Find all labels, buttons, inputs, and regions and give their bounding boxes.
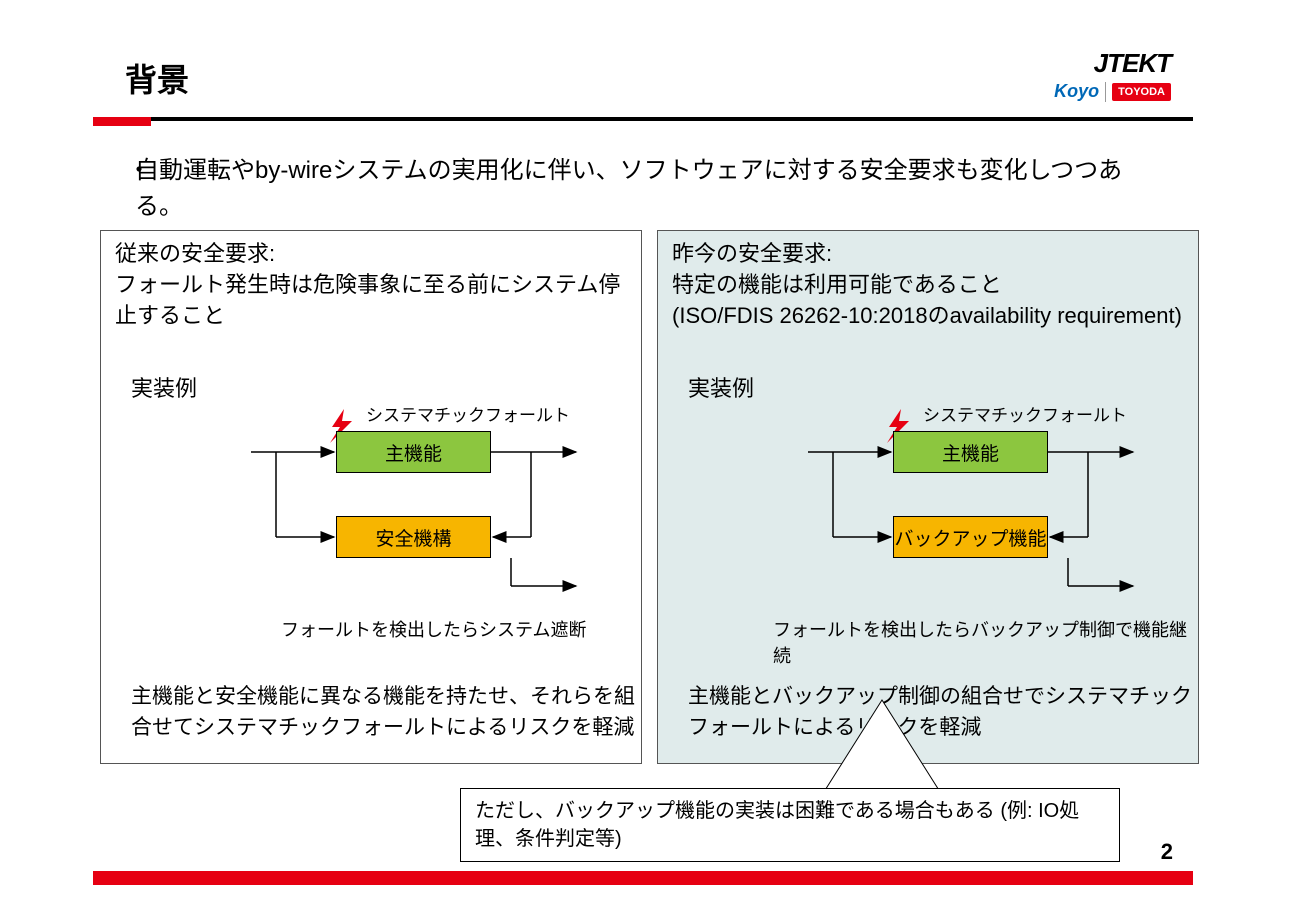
panel-left-heading-line1: 従来の安全要求: [115,241,275,266]
panel-right-impl-label: 実装例 [688,371,754,403]
slide-title: 背景 [125,62,189,98]
panel-right-heading: 昨今の安全要求: 特定の機能は利用可能であること (ISO/FDIS 26262… [658,231,1198,331]
jtekt-logo-text: JTEKT [1054,48,1171,79]
logo-divider [1105,82,1106,102]
intro-bullet-text: 自動運転やby-wireシステムの実用化に伴い、ソフトウェアに対する安全要求も変… [135,157,1122,220]
arrows-left [196,401,616,611]
panel-left-heading-line2: フォールト発生時は危険事象に至る前にシステム停止すること [115,272,620,328]
callout-connector-icon [822,700,942,795]
panel-conventional: 従来の安全要求: フォールト発生時は危険事象に至る前にシステム停止すること 実装… [100,230,642,764]
callout-note: ただし、バックアップ機能の実装は困難である場合もある (例: IO処理、条件判定… [460,788,1120,862]
title-rule-accent [93,117,151,126]
toyoda-logo-text: TOYODA [1112,83,1171,101]
diagram-left: システマチックフォールト 主機能 安全機構 [196,401,616,611]
title-rule [93,117,1193,121]
panel-right-heading-line3: (ISO/FDIS 26262-10:2018のavailability req… [672,303,1182,328]
panel-right-heading-line2: 特定の機能は利用可能であること [672,272,1002,297]
panel-right-heading-line1: 昨今の安全要求: [672,241,832,266]
panel-recent: 昨今の安全要求: 特定の機能は利用可能であること (ISO/FDIS 26262… [657,230,1199,764]
panel-left-impl-label: 実装例 [131,371,197,403]
slide: 背景 JTEKT Koyo TOYODA ・ 自動運転やby-wireシステムの… [0,0,1291,905]
summary-left: 主機能と安全機能に異なる機能を持たせ、それらを組合せてシステマチックフォールトに… [131,682,641,743]
intro-bullet: ・ 自動運転やby-wireシステムの実用化に伴い、ソフトウェアに対する安全要求… [135,153,1155,225]
footer-text: JTEKT CORPORATION [967,882,1163,903]
caption-right: フォールトを検出したらバックアップ制御で機能継続 [773,616,1198,668]
corporate-logo: JTEKT Koyo TOYODA [1054,48,1171,102]
slide-title-area: 背景 [125,55,189,101]
arrows-right [753,401,1173,611]
diagram-right: システマチックフォールト 主機能 バックアップ機能 [753,401,1173,611]
koyo-logo-text: Koyo [1054,81,1099,102]
summary-right: 主機能とバックアップ制御の組合せでシステマチックフォールトによるリスクを軽減 [688,682,1198,743]
bullet-dot-icon: ・ [127,153,151,189]
page-number: 2 [1161,839,1173,865]
sub-brand-row: Koyo TOYODA [1054,81,1171,102]
caption-left: フォールトを検出したらシステム遮断 [281,616,586,642]
panel-left-heading: 従来の安全要求: フォールト発生時は危険事象に至る前にシステム停止すること [101,231,641,331]
